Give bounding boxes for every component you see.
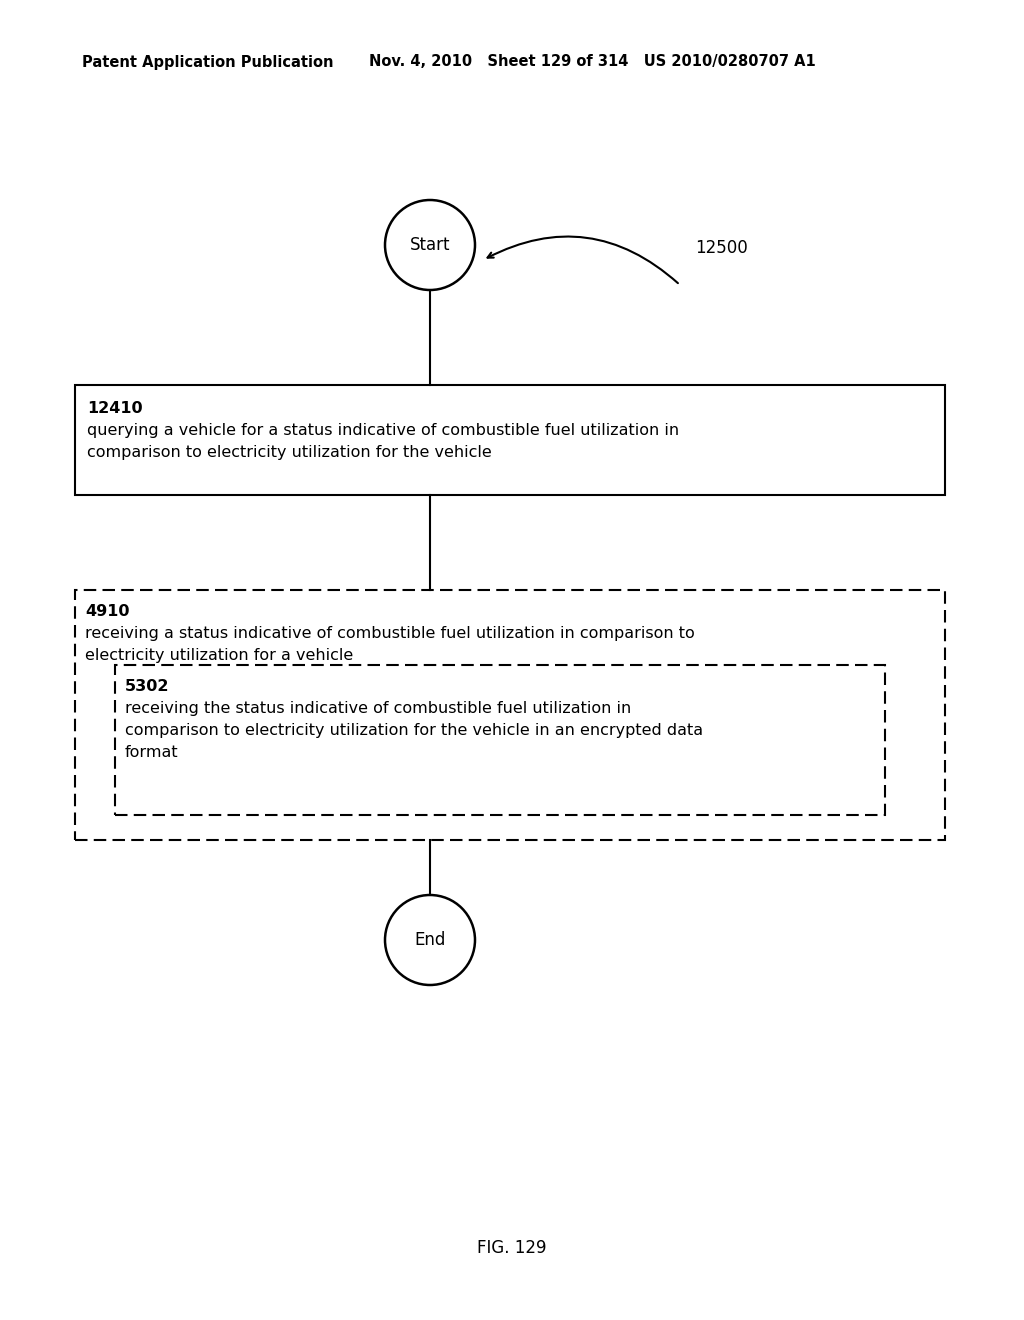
Text: electricity utilization for a vehicle: electricity utilization for a vehicle (85, 648, 353, 663)
Bar (115, 665, 885, 814)
Text: comparison to electricity utilization for the vehicle in an encrypted data: comparison to electricity utilization fo… (125, 723, 703, 738)
Text: 12410: 12410 (87, 401, 142, 416)
Text: format: format (125, 744, 178, 760)
Ellipse shape (385, 201, 475, 290)
Text: Patent Application Publication: Patent Application Publication (82, 54, 334, 70)
Text: End: End (415, 931, 445, 949)
Text: 4910: 4910 (85, 605, 129, 619)
Bar (75, 385, 945, 495)
Text: receiving a status indicative of combustible fuel utilization in comparison to: receiving a status indicative of combust… (85, 626, 694, 642)
Ellipse shape (385, 895, 475, 985)
Text: Start: Start (410, 236, 451, 253)
Text: 5302: 5302 (125, 678, 170, 694)
Text: FIG. 129: FIG. 129 (477, 1239, 547, 1257)
Text: comparison to electricity utilization for the vehicle: comparison to electricity utilization fo… (87, 445, 492, 459)
Text: receiving the status indicative of combustible fuel utilization in: receiving the status indicative of combu… (125, 701, 631, 715)
Bar (75, 590, 945, 840)
Text: Nov. 4, 2010   Sheet 129 of 314   US 2010/0280707 A1: Nov. 4, 2010 Sheet 129 of 314 US 2010/02… (369, 54, 815, 70)
Text: querying a vehicle for a status indicative of combustible fuel utilization in: querying a vehicle for a status indicati… (87, 422, 679, 438)
Text: 12500: 12500 (695, 239, 748, 257)
